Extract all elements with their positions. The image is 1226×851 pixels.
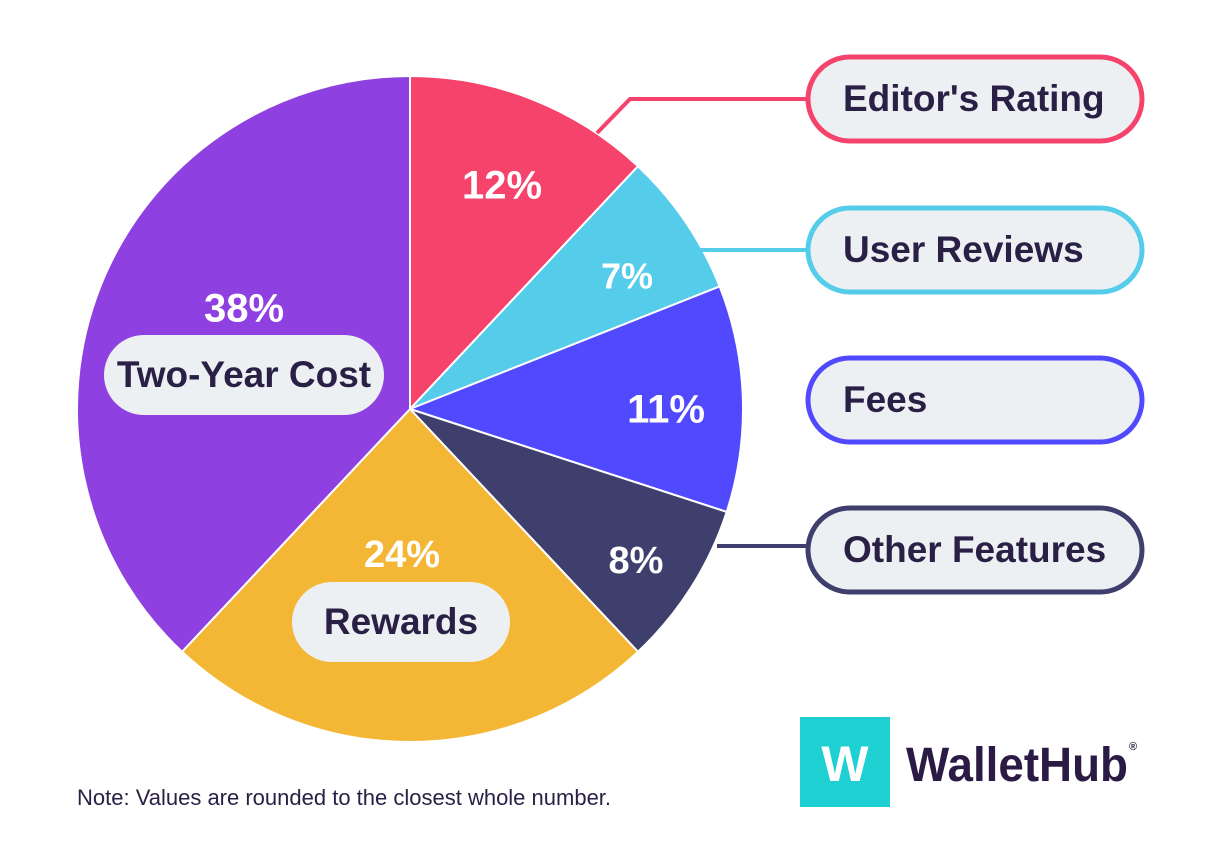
category-pill-other-features [805,505,1145,595]
brand-name: WalletHub [906,739,1128,792]
category-labels: Editor's Rating User Reviews Fees Other Fea… [104,54,1145,662]
pie-slice-other-features [409,408,728,653]
category-pill-editor-s-rating [805,54,1145,144]
value-label-two-year-cost: 38% [204,287,284,331]
logo-square-icon [800,717,890,807]
pie-slice-user-reviews [409,165,721,410]
pie-slice-editor-s-rating [409,75,639,410]
category-label-other-features: Other Features [843,529,1106,570]
category-label-two-year-cost: Two-Year Cost [117,354,371,395]
category-pill-user-reviews [805,205,1145,295]
pie-slice-fees [409,285,744,513]
category-label-rewards: Rewards [324,601,478,642]
value-label-fees: 11% [627,388,705,432]
value-label-other-features: 8% [609,540,664,582]
footnote: Note: Values are rounded to the closest … [77,785,611,810]
logo-letter: W [821,736,869,792]
value-labels: 12% 7% 11% 8% 24% 38% [204,164,705,582]
leader-line-editor-s-rating [595,97,808,135]
value-label-editor-s-rating: 12% [462,164,542,208]
pie-slices [76,75,744,743]
category-label-editor-s-rating: Editor's Rating [843,78,1105,119]
registered-mark: ® [1129,741,1137,753]
category-pill-rewards [292,582,510,662]
category-label-fees: Fees [843,379,927,420]
value-label-user-reviews: 7% [601,256,653,297]
category-pill-fees [805,355,1145,445]
value-label-rewards: 24% [364,534,440,576]
wallethub-logo: W WalletHub ® [800,717,1137,807]
pie-slice-rewards [181,408,639,743]
category-label-user-reviews: User Reviews [843,229,1084,270]
category-pill-two-year-cost [104,335,384,415]
leader-lines [595,97,808,548]
